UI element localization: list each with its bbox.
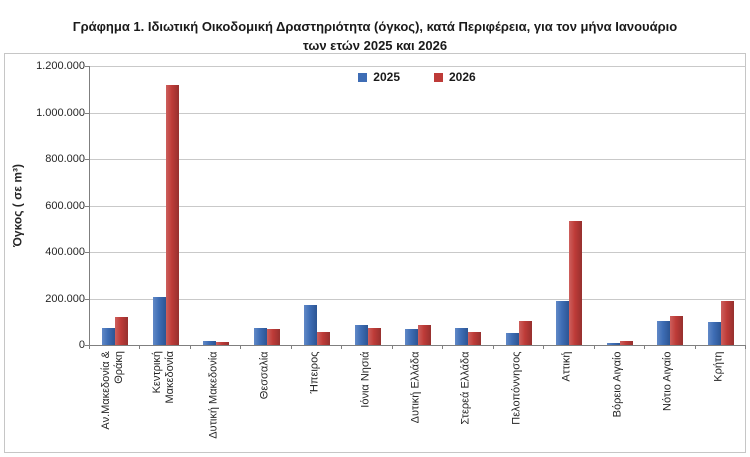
gridline-1200000 [90, 66, 746, 67]
bar-2025-9 [556, 301, 570, 345]
bar-2026-3 [266, 329, 280, 345]
x-category-label: Κρήτη [712, 351, 725, 382]
plot-area [89, 66, 746, 346]
x-category-label: Βόρειο Αιγαίο [611, 351, 624, 417]
bar-2025-1 [152, 297, 166, 345]
chart-frame: Όγκος ( σε m³) Αν.Μακεδονία & Θράκη Κεντρ… [4, 53, 746, 453]
bar-2026-0 [115, 317, 129, 345]
x-category-label: Δυτική Ελλάδα [409, 351, 422, 423]
x-tick-mark [341, 345, 343, 349]
x-tick-mark [694, 345, 696, 349]
x-tick-mark [89, 345, 90, 349]
x-tick-mark [644, 345, 646, 349]
y-tick-mark [85, 112, 89, 114]
gridline-1000000 [90, 112, 746, 114]
x-tick-mark [593, 345, 595, 349]
x-tick-mark [189, 345, 191, 349]
bar-2026-6 [418, 325, 431, 345]
gridline-200000 [90, 298, 746, 300]
bar-2026-10 [619, 340, 633, 345]
x-axis-labels: Αν.Μακεδονία & Θράκη Κεντρική Μακεδονία Δυ… [89, 351, 745, 451]
bar-2026-12 [720, 300, 734, 345]
bar-2026-1 [165, 84, 179, 345]
bar-2025-2 [203, 341, 217, 345]
gridline-400000 [90, 252, 746, 253]
legend: 2025 2026 [89, 70, 745, 84]
y-tick-label: 0 [78, 339, 85, 351]
x-category-label: Κεντρική Μακεδονία [150, 351, 176, 404]
y-tick-label: 200.000 [45, 292, 85, 305]
x-category-label: Νότιο Αιγαίο [661, 351, 674, 411]
y-tick-mark [85, 205, 89, 207]
legend-item-2026: 2026 [434, 70, 476, 84]
bar-2025-12 [707, 322, 721, 345]
legend-label-2026: 2026 [449, 70, 476, 84]
bar-2025-5 [354, 325, 368, 345]
x-tick-mark [543, 345, 545, 349]
y-tick-label: 800.000 [45, 153, 85, 165]
chart-title: Γράφημα 1. Ιδιωτική Οικοδομική Δραστηριό… [0, 17, 750, 55]
x-category-label: Θεσσαλία [258, 351, 271, 399]
x-tick-mark [139, 345, 141, 349]
bar-2025-10 [606, 342, 620, 345]
x-category-label: Ήπειρος [308, 351, 321, 393]
x-tick-mark [442, 345, 444, 349]
x-tick-mark [290, 345, 292, 349]
x-category-label: Δυτική Μακεδονία [207, 351, 220, 439]
bar-2026-5 [367, 328, 381, 345]
x-tick-mark [745, 345, 746, 349]
bar-2025-11 [657, 320, 671, 345]
legend-label-2025: 2025 [373, 70, 400, 84]
bar-2025-6 [405, 328, 418, 345]
y-tick-mark [85, 66, 89, 67]
bar-2025-3 [253, 327, 267, 345]
legend-marker-2025-icon [358, 72, 368, 82]
bar-2026-2 [216, 342, 230, 345]
y-tick-label: 400.000 [45, 246, 85, 258]
x-tick-mark [240, 345, 242, 349]
x-category-label: Ιόνια Νησιά [359, 351, 372, 408]
bar-2026-11 [670, 316, 684, 345]
x-category-label: Αττική [560, 351, 573, 382]
chart-title-line1: Γράφημα 1. Ιδιωτική Οικοδομική Δραστηριό… [72, 19, 678, 34]
y-tick-label: 1.000.000 [36, 106, 85, 119]
bar-2026-7 [468, 332, 482, 345]
bar-2025-7 [455, 328, 469, 345]
y-tick-mark [85, 252, 89, 253]
y-tick-label: 600.000 [45, 199, 85, 212]
x-tick-mark [391, 345, 393, 349]
legend-item-2025: 2025 [358, 70, 400, 84]
bar-2025-8 [505, 333, 519, 345]
chart-title-line2: των ετών 2025 και 2026 [302, 38, 448, 53]
x-category-label: Στερεά Ελλάδα [459, 351, 472, 425]
gridline-800000 [90, 159, 746, 160]
bar-2025-0 [102, 327, 116, 345]
y-tick-mark [85, 345, 89, 346]
gridline-600000 [90, 205, 746, 207]
bar-2026-8 [518, 321, 532, 345]
x-category-label: Πελοπόννησος [510, 351, 523, 425]
y-tick-label: 1.200.000 [36, 60, 85, 72]
bar-2026-4 [317, 331, 331, 345]
x-tick-mark [492, 345, 494, 349]
bar-2025-4 [304, 304, 318, 345]
x-category-label: Αν.Μακεδονία & Θράκη [100, 351, 126, 430]
y-tick-mark [85, 159, 89, 160]
y-tick-mark [85, 298, 89, 300]
legend-marker-2026-icon [434, 72, 443, 82]
bar-2026-9 [569, 221, 583, 345]
